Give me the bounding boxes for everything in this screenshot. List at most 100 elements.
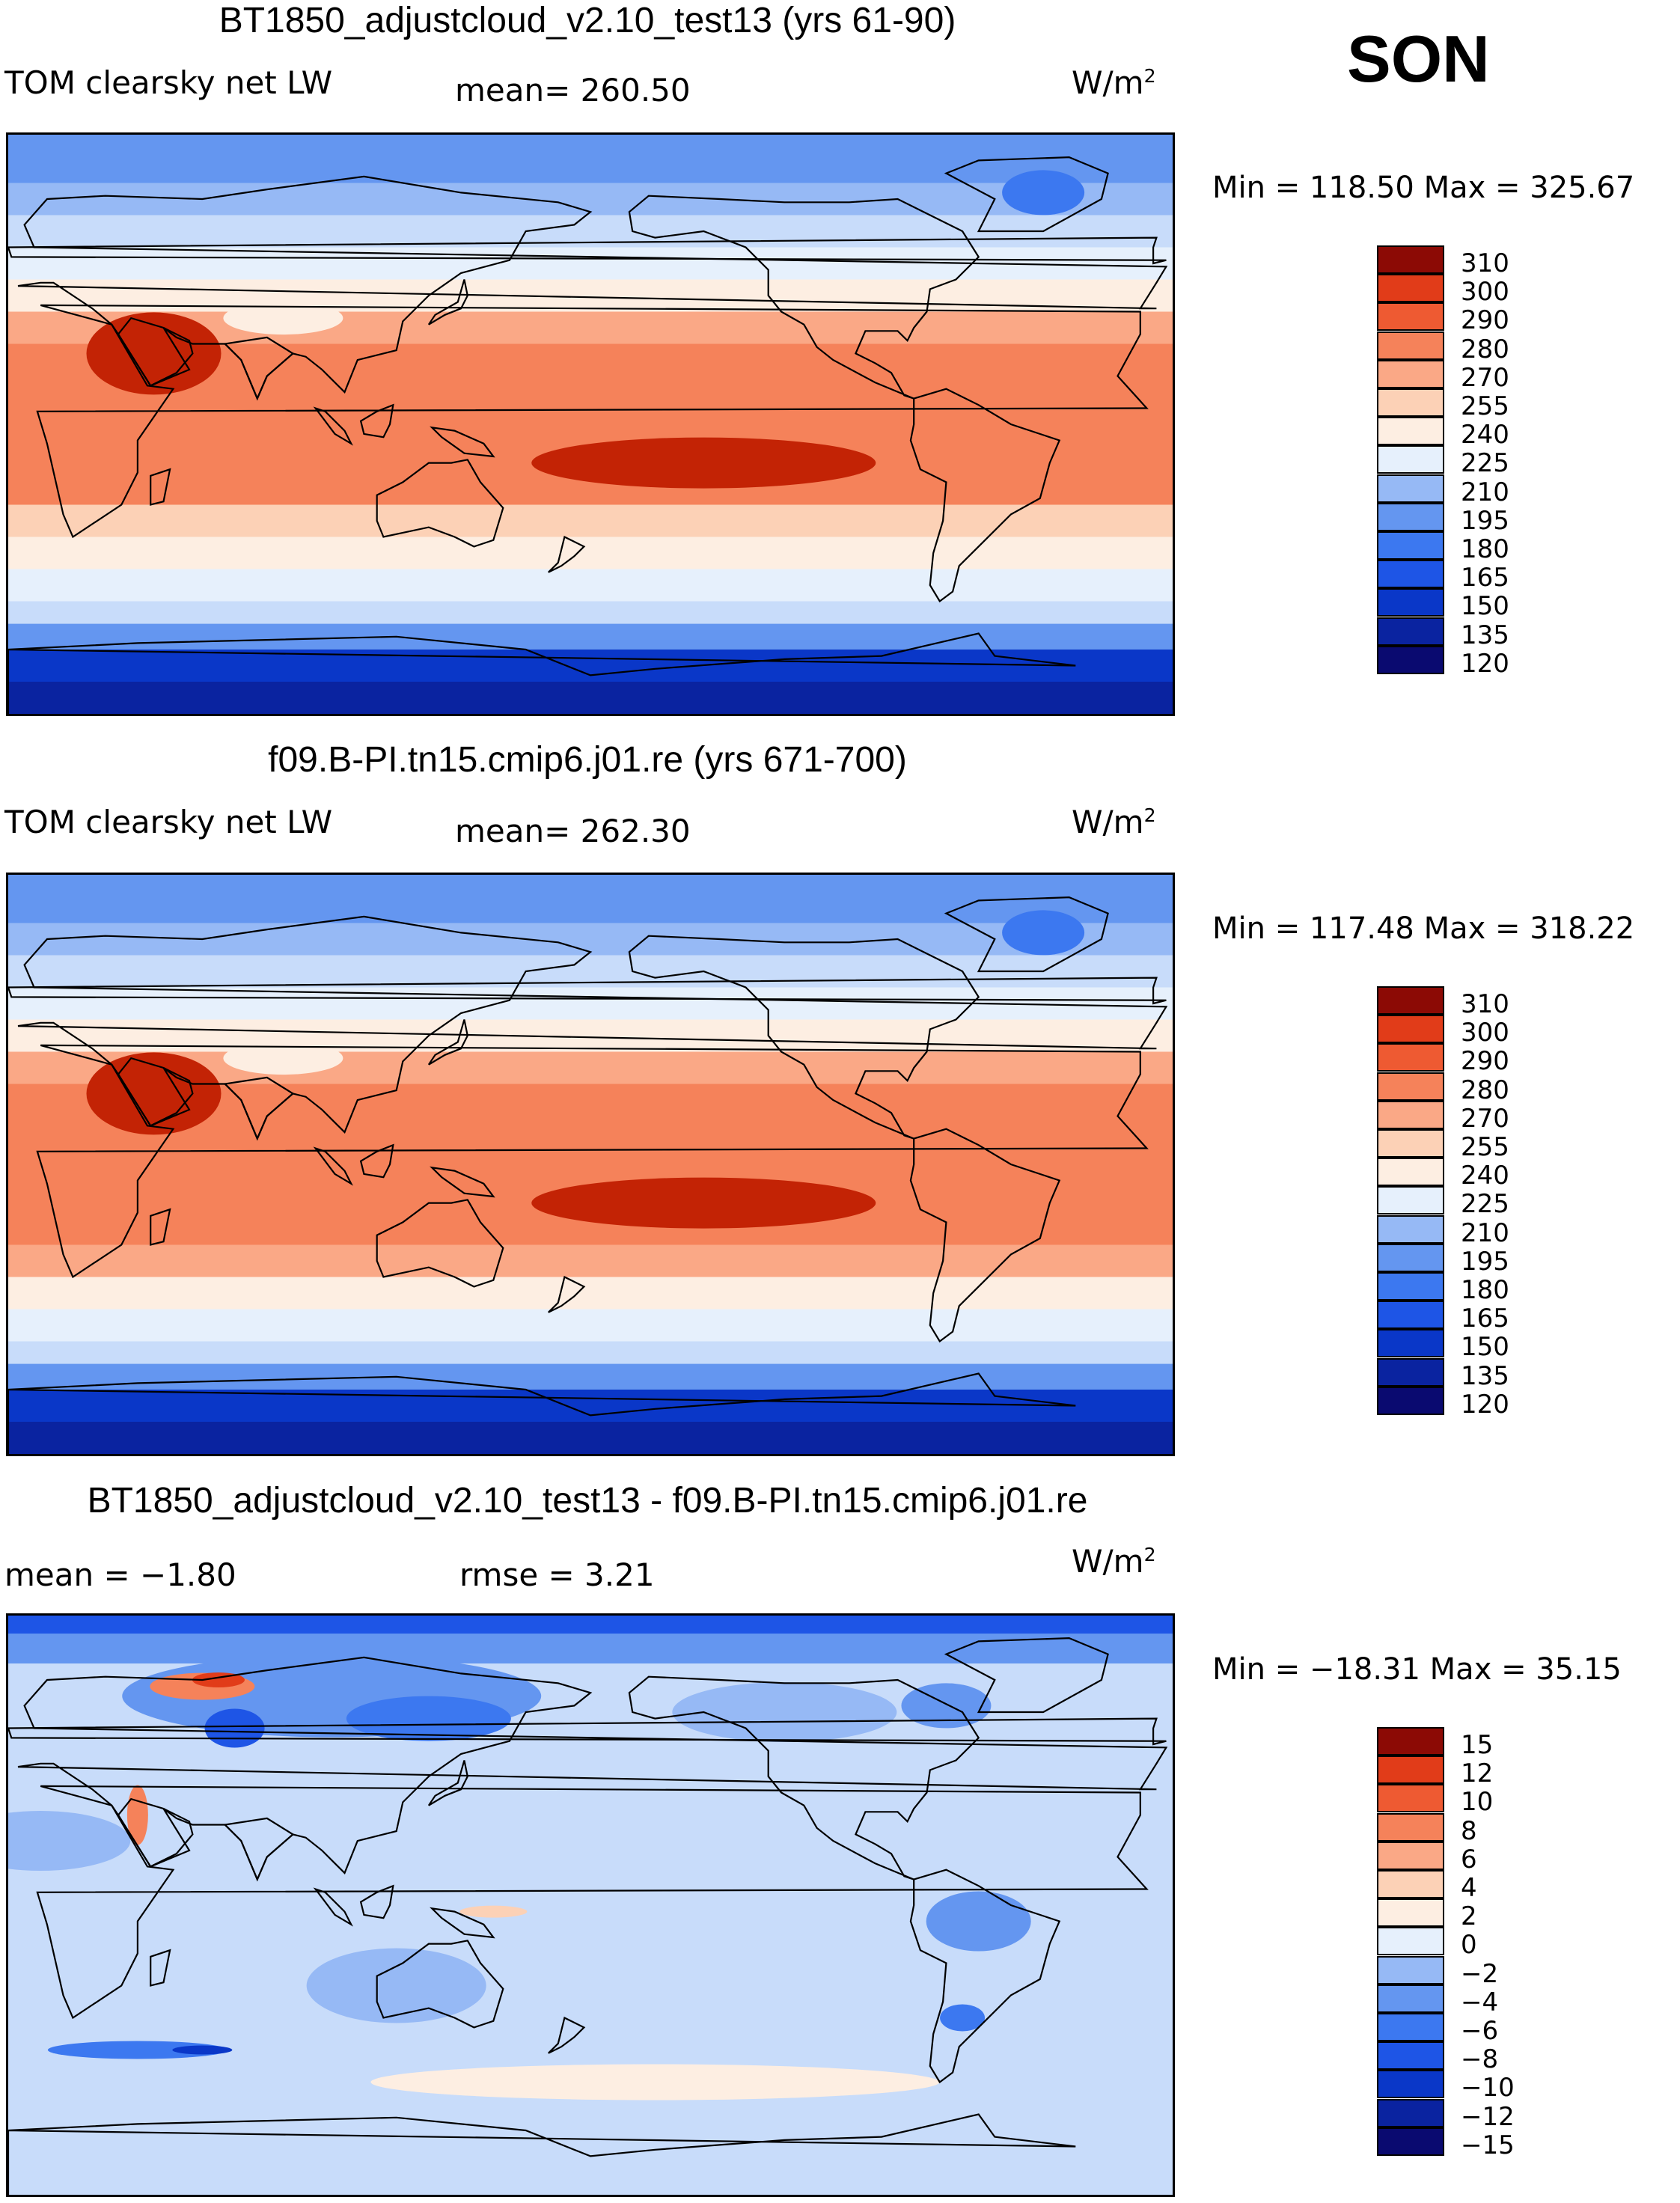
colorbar-tick-label: 135 (1461, 1360, 1509, 1391)
colorbar-cell (1377, 474, 1444, 503)
colorbar-cell (1377, 617, 1444, 646)
colorbar-cell (1377, 388, 1444, 417)
colorbar-cell (1377, 1100, 1444, 1129)
colorbar-cell (1377, 1870, 1444, 1898)
coastline-madagascar (150, 468, 171, 506)
colorbar-tick-label: 225 (1461, 1189, 1509, 1220)
zonal-field (8, 875, 1173, 1454)
coastline-australia (376, 1940, 504, 2029)
panel1-minmax: Min = 118.50 Max = 325.67 (1212, 171, 1635, 205)
greenland-minimum (1002, 910, 1085, 956)
panel1-mean-label: mean= 260.50 (455, 72, 691, 109)
difference-field (8, 1616, 1173, 2195)
colorbar-tick-label: 300 (1461, 277, 1509, 308)
coastline-australia (376, 459, 504, 548)
zonal-band (8, 183, 1173, 216)
colorbar-tick-label: 150 (1461, 1332, 1509, 1363)
panel2-units-text: W/m (1072, 804, 1144, 840)
colorbar-tick-label: −4 (1461, 1987, 1499, 2017)
coastline-uk (8, 977, 1167, 1005)
map-svg (8, 875, 1173, 1454)
panel2-map (6, 873, 1175, 1456)
zonal-band (8, 504, 1173, 537)
colorbar-tick-label: 180 (1461, 534, 1509, 564)
anomaly-region (940, 2004, 986, 2032)
colorbar-tick-label: 280 (1461, 1075, 1509, 1105)
zonal-band (8, 1148, 1173, 1181)
map-svg (8, 1616, 1173, 2195)
zonal-band (8, 1277, 1173, 1310)
coastline-madagascar (150, 1949, 171, 1987)
colorbar-tick-label: 180 (1461, 1275, 1509, 1305)
zonal-band (8, 682, 1173, 714)
colorbar-tick-label: 135 (1461, 620, 1509, 650)
colorbar-tick-label: 165 (1461, 563, 1509, 593)
colorbar-cell (1377, 2013, 1444, 2041)
colorbar-tick-label: 300 (1461, 1018, 1509, 1048)
colorbar-cell (1377, 1129, 1444, 1158)
colorbar-tick-label: 310 (1461, 248, 1509, 278)
coastline-india (223, 1076, 295, 1141)
zonal-field (8, 135, 1173, 714)
coastline-japan (427, 1760, 468, 1806)
coastline-africa (36, 1785, 1149, 2020)
coastline-japan (427, 279, 468, 326)
colorbar-cell (1377, 1043, 1444, 1072)
colorbar-cell (1377, 1072, 1444, 1101)
coastline-sumatra (313, 406, 353, 446)
colorbar-cell (1377, 1898, 1444, 1928)
panel2-minmax: Min = 117.48 Max = 318.22 (1212, 911, 1635, 946)
coastline-antarctica (8, 2113, 1076, 2195)
coastline-antarctica (8, 1372, 1076, 1454)
zonal-band (8, 623, 1173, 650)
coastlines (8, 156, 1168, 714)
colorbar-cell (1377, 417, 1444, 446)
colorbar-cell (1377, 1727, 1444, 1756)
coastline-borneo (359, 1884, 394, 1919)
colorbar-tick-label: 4 (1461, 1873, 1477, 1903)
colorbar-tick-label: −12 (1461, 2101, 1515, 2132)
zonal-band (8, 279, 1173, 312)
coastline-greenland (944, 1637, 1109, 1714)
panel1-units: W/m2 (1072, 64, 1156, 101)
colorbar-cell (1377, 502, 1444, 531)
tibet-minimum (223, 302, 343, 335)
pacific-maximum (531, 437, 876, 489)
panel1-map (6, 132, 1175, 716)
colorbar-tick-label: 270 (1461, 1103, 1509, 1134)
zonal-band (8, 601, 1173, 625)
colorbar-cell (1377, 1329, 1444, 1358)
colorbar-cell (1377, 1158, 1444, 1187)
panel3-mean-label: mean = −1.80 (4, 1556, 236, 1593)
coastline-australia (376, 1199, 504, 1288)
coastline-borneo (359, 1143, 394, 1179)
colorbar-cell (1377, 445, 1444, 474)
anomaly-region (926, 1891, 1031, 1952)
panel3-rmse-label: rmse = 3.21 (459, 1556, 655, 1593)
panel2-title: f09.B-PI.tn15.cmip6.j01.re (yrs 671-700) (268, 740, 907, 780)
colorbar-tick-label: 10 (1461, 1787, 1494, 1818)
colorbar-cell (1377, 2041, 1444, 2071)
colorbar-cell (1377, 274, 1444, 303)
colorbar-cell (1377, 2098, 1444, 2127)
colorbar-tick-label: 240 (1461, 420, 1509, 450)
colorbar-tick-label: 120 (1461, 1389, 1509, 1420)
zonal-band (8, 923, 1173, 956)
zonal-band (8, 650, 1173, 682)
colorbar-cell (1377, 1841, 1444, 1870)
colorbar-cell (1377, 1756, 1444, 1785)
colorbar-tick-label: 0 (1461, 1930, 1477, 1961)
zonal-band (8, 1341, 1173, 1365)
colorbar-cell (1377, 1357, 1444, 1387)
coastline-greenland (944, 156, 1109, 233)
anomaly-region (8, 1811, 131, 1871)
panel2-variable-label: TOM clearsky net LW (4, 804, 333, 840)
panel1-title: BT1850_adjustcloud_v2.10_test13 (yrs 61-… (219, 1, 956, 40)
panel3-minmax: Min = −18.31 Max = 35.15 (1212, 1652, 1622, 1687)
colorbar-tick-label: 255 (1461, 391, 1509, 421)
coastline-newzealand (548, 2016, 586, 2054)
colorbar-cell (1377, 302, 1444, 331)
colorbar-cell (1377, 2070, 1444, 2099)
zonal-band (8, 569, 1173, 602)
colorbar-tick-label: 195 (1461, 505, 1509, 536)
